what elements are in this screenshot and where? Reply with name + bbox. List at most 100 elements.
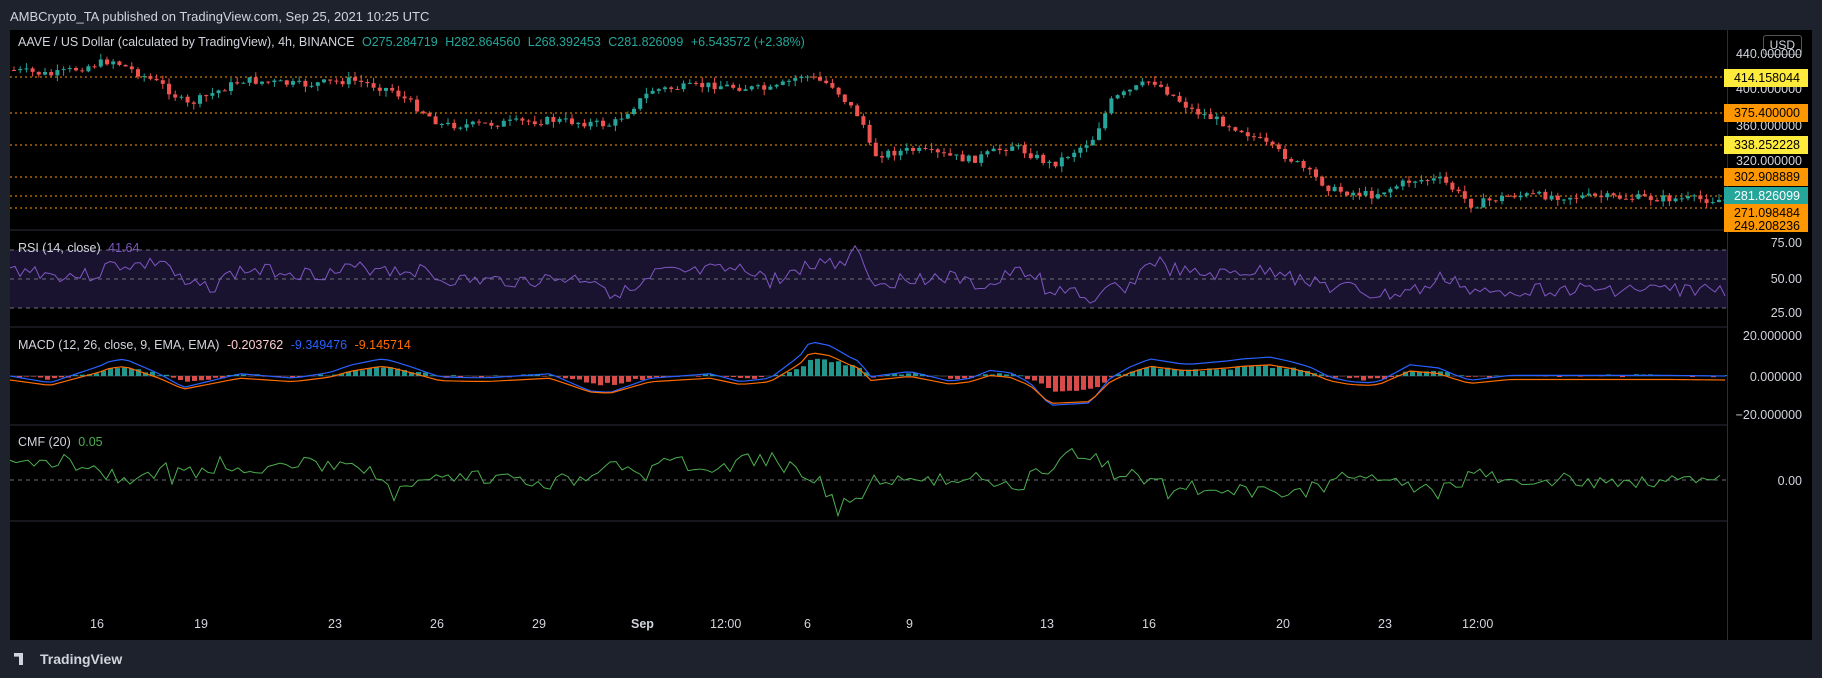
- candle-body: [743, 89, 748, 91]
- macd-hist-bar: [143, 372, 148, 376]
- candle-body: [1493, 200, 1498, 202]
- candle-body: [359, 80, 364, 82]
- candle-body: [222, 90, 227, 92]
- macd-hist-bar: [185, 376, 190, 382]
- candle-body: [1239, 130, 1244, 133]
- candle-body: [818, 76, 822, 81]
- candle-body: [1338, 186, 1343, 192]
- candle-body: [712, 82, 717, 90]
- candle-body: [1444, 176, 1449, 183]
- macd-hist-bar: [1319, 374, 1324, 376]
- macd-hist-bar: [1053, 376, 1058, 392]
- candle-body: [749, 86, 754, 90]
- candle-body: [774, 84, 779, 87]
- macd-hist-bar: [395, 368, 400, 376]
- rsi-title[interactable]: RSI (14, close): [18, 241, 101, 255]
- candle-body: [55, 70, 60, 76]
- macd-hist-bar: [80, 374, 85, 376]
- macd-hist-bar: [1711, 376, 1716, 378]
- chart-frame[interactable]: USD 440.000000 400.000000 360.000000 320…: [10, 30, 1812, 640]
- macd-signal-value: -9.145714: [354, 338, 411, 352]
- candle-body: [1171, 94, 1176, 96]
- macd-hist-bar: [794, 369, 799, 376]
- candle-body: [737, 87, 742, 91]
- candle-body: [681, 83, 686, 90]
- candle-body: [1264, 137, 1269, 142]
- macd-hist-bar: [1417, 372, 1422, 376]
- candle-body: [1115, 95, 1120, 99]
- candle-body: [191, 102, 196, 104]
- candle-body: [315, 82, 320, 86]
- candle-body: [117, 61, 122, 65]
- candle-body: [1524, 193, 1529, 196]
- level-label: 302.908889: [1724, 168, 1808, 186]
- macd-hist-bar: [1242, 366, 1247, 376]
- candle-body: [787, 80, 791, 82]
- macd-hist-bar: [1473, 376, 1478, 377]
- rsi-legend: RSI (14, close) 41.64: [18, 241, 143, 255]
- candle-body: [514, 118, 519, 120]
- macd-hist-bar: [913, 372, 918, 376]
- candle-body: [1710, 202, 1715, 204]
- candle-body: [756, 85, 760, 87]
- candle-body: [377, 87, 382, 91]
- candle-body: [346, 77, 351, 85]
- candle-body: [892, 150, 897, 156]
- tradingview-logo[interactable]: TradingView: [14, 651, 122, 667]
- currency-badge[interactable]: USD: [1762, 35, 1802, 55]
- macd-hist-bar: [1165, 367, 1170, 376]
- candle-body: [210, 93, 215, 96]
- macd-hist-bar: [213, 376, 218, 378]
- macd-hist-bar: [1221, 369, 1226, 376]
- candle-body: [948, 153, 953, 156]
- candle-body: [328, 79, 333, 81]
- candle-body: [396, 90, 401, 97]
- candle-body: [1227, 126, 1232, 128]
- macd-hist-bar: [577, 376, 582, 380]
- macd-hist-bar: [850, 365, 855, 376]
- macd-hist-bar: [73, 375, 78, 376]
- cmf-title[interactable]: CMF (20): [18, 435, 71, 449]
- candle-body: [1363, 190, 1368, 196]
- candle-body: [229, 82, 233, 91]
- candle-body: [849, 101, 853, 106]
- macd-hist-bar: [1284, 368, 1289, 376]
- macd-title[interactable]: MACD (12, 26, close, 9, EMA, EMA): [18, 338, 220, 352]
- candle-body: [1549, 195, 1554, 200]
- macd-hist-bar: [360, 370, 365, 376]
- macd-hist-bar: [696, 376, 701, 377]
- macd-hist-bar: [752, 376, 757, 379]
- price-axis[interactable]: USD: [1727, 30, 1812, 640]
- candle-body: [61, 69, 66, 71]
- candle-body: [650, 90, 655, 94]
- symbol-label[interactable]: AAVE / US Dollar (calculated by TradingV…: [18, 35, 355, 49]
- candle-body: [74, 68, 78, 71]
- macd-hist-bar: [1060, 376, 1065, 392]
- rsi-value: 41.64: [108, 241, 140, 255]
- macd-hist-bar: [787, 371, 792, 376]
- macd-hist-bar: [997, 373, 1002, 376]
- macd-hist-bar: [542, 376, 547, 377]
- chart-canvas[interactable]: [10, 30, 1812, 640]
- macd-hist-bar: [808, 359, 813, 376]
- candle-body: [842, 94, 847, 102]
- macd-hist-bar: [318, 374, 323, 376]
- candle-body: [638, 98, 643, 109]
- candle-body: [706, 82, 711, 88]
- rsi-line: [10, 244, 1726, 304]
- candle-body: [1196, 108, 1201, 115]
- macd-hist-bar: [1214, 369, 1219, 376]
- candle-body: [644, 93, 649, 99]
- candle-body: [1543, 191, 1548, 200]
- candle-body: [458, 127, 463, 129]
- candle-body: [36, 71, 41, 75]
- candle-body: [1419, 180, 1424, 182]
- candle-body: [1090, 139, 1095, 146]
- price-tick: 320.000000: [1735, 154, 1802, 168]
- x-tick: 6: [804, 617, 811, 631]
- candle-body: [1462, 191, 1467, 199]
- macd-hist-bar: [1186, 369, 1191, 376]
- candle-body: [1140, 81, 1145, 86]
- candle-body: [557, 118, 562, 122]
- candle-body: [464, 124, 469, 128]
